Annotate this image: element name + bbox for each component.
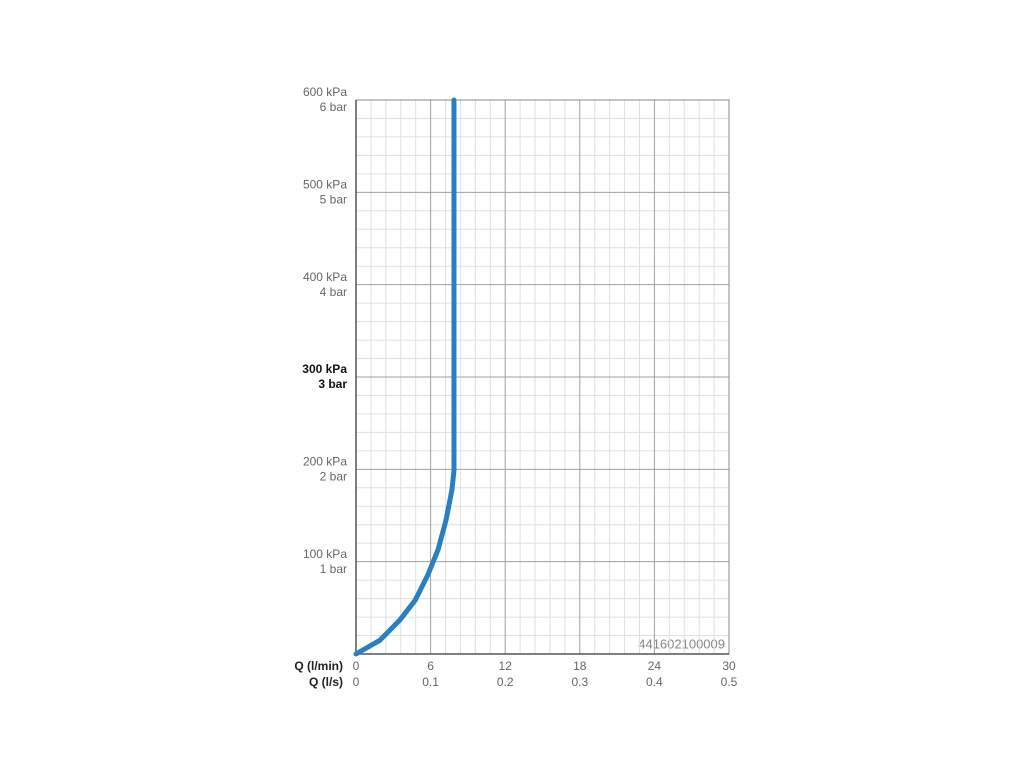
y-bar-tick-label: 1 bar [320,562,347,576]
y-bar-tick-label: 4 bar [320,285,347,299]
x2-tick-label: 0.5 [721,675,738,689]
annotation: 441602100009 [638,636,725,651]
x-tick-label: 18 [573,659,587,673]
y-tick-label: 500 kPa [303,178,347,192]
x2-tick-label: 0.1 [422,675,439,689]
x-tick-label: 30 [722,659,736,673]
x-tick-label: 0 [353,659,360,673]
y-tick-label: 100 kPa [303,547,347,561]
x2-tick-label: 0.4 [646,675,663,689]
y-bar-tick-label: 3 bar [318,377,347,391]
y-bar-tick-label: 6 bar [320,100,347,114]
x2-tick-label: 0 [353,675,360,689]
x2-axis-label: Q (l/s) [309,675,343,689]
flow-curve [353,97,457,657]
y-tick-label: 300 kPa [302,362,347,376]
x-tick-label: 12 [499,659,513,673]
y-bar-tick-label: 2 bar [320,470,347,484]
y-bar-tick-label: 5 bar [320,193,347,207]
y-tick-label: 400 kPa [303,270,347,284]
x2-tick-label: 0.3 [571,675,588,689]
x2-tick-label: 0.2 [497,675,514,689]
y-tick-label: 200 kPa [303,455,347,469]
x-tick-label: 24 [648,659,662,673]
y-tick-label: 600 kPa [303,85,347,99]
x-axis-label: Q (l/min) [294,659,343,673]
x-tick-label: 6 [427,659,434,673]
